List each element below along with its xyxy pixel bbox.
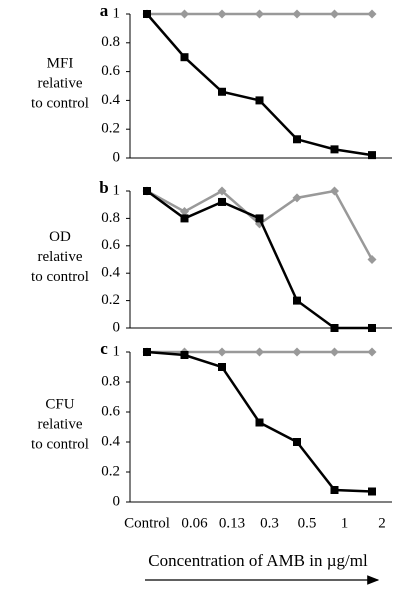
y-tick-label: 0 xyxy=(113,319,121,335)
point xyxy=(368,324,376,332)
point xyxy=(293,438,301,446)
point xyxy=(143,348,151,356)
x-tick-label: 0.5 xyxy=(298,515,317,531)
point xyxy=(180,207,189,217)
x-tick-label: 0.06 xyxy=(181,515,208,531)
point xyxy=(217,186,227,196)
x-tick-label: 0.3 xyxy=(260,515,279,531)
y-tick-label: 1 xyxy=(113,182,121,198)
point xyxy=(330,9,339,19)
panel-label: b xyxy=(99,178,108,197)
point xyxy=(255,347,264,357)
point xyxy=(143,10,151,18)
panel-label: a xyxy=(100,1,109,20)
point xyxy=(180,53,189,62)
y-axis-label: to control xyxy=(31,269,89,285)
y-tick-label: 0.8 xyxy=(101,34,120,50)
y-tick-label: 0.8 xyxy=(101,210,120,226)
y-axis-label: to control xyxy=(31,95,89,111)
y-tick-label: 0.8 xyxy=(101,373,120,389)
point xyxy=(368,151,376,160)
y-axis-label: relative xyxy=(38,249,83,265)
y-axis-label: CFU xyxy=(45,396,74,412)
point xyxy=(292,347,302,357)
series-line xyxy=(146,13,373,157)
point xyxy=(255,9,264,19)
y-tick-label: 1 xyxy=(113,5,121,21)
x-tick-label: 0.13 xyxy=(219,515,245,531)
point xyxy=(255,96,264,105)
y-tick-label: 0 xyxy=(113,493,121,509)
y-tick-label: 0.2 xyxy=(101,463,120,479)
point xyxy=(218,363,226,371)
point xyxy=(293,135,301,144)
point xyxy=(367,347,377,357)
point xyxy=(180,351,189,359)
point xyxy=(255,418,264,427)
panel-label: c xyxy=(100,339,108,358)
point xyxy=(180,9,189,19)
point xyxy=(367,9,377,19)
point xyxy=(330,186,339,196)
point xyxy=(368,487,376,496)
point xyxy=(293,296,301,305)
x-tick-label: 2 xyxy=(378,515,386,531)
y-tick-label: 0.2 xyxy=(101,121,120,137)
y-tick-label: 1 xyxy=(113,343,121,359)
point xyxy=(218,197,226,206)
y-tick-label: 0.2 xyxy=(101,292,120,308)
y-axis-label: OD xyxy=(49,229,71,245)
y-tick-label: 0.4 xyxy=(101,92,120,108)
point xyxy=(330,347,339,357)
point xyxy=(143,187,151,195)
point xyxy=(330,324,339,332)
x-tick-label: Control xyxy=(124,515,170,531)
point xyxy=(217,347,227,357)
point xyxy=(367,255,377,264)
y-tick-label: 0.4 xyxy=(101,265,120,281)
y-axis-label: relative xyxy=(38,75,83,91)
point xyxy=(180,214,189,223)
x-tick-label: 1 xyxy=(341,515,349,531)
point xyxy=(217,9,227,19)
point xyxy=(255,214,264,223)
y-tick-label: 0.6 xyxy=(101,63,120,79)
y-tick-label: 0.6 xyxy=(101,403,120,419)
y-axis-label: MFI xyxy=(47,55,74,71)
point xyxy=(330,145,339,154)
point xyxy=(330,486,339,494)
point xyxy=(292,193,302,203)
y-tick-label: 0.4 xyxy=(101,433,120,449)
point xyxy=(292,9,302,19)
y-axis-label: relative xyxy=(38,416,83,432)
point xyxy=(218,87,226,96)
x-axis-label: Concentration of AMB in µg/ml xyxy=(148,551,368,570)
y-axis-label: to control xyxy=(31,436,89,452)
y-tick-label: 0.6 xyxy=(101,237,120,253)
y-tick-label: 0 xyxy=(113,149,121,165)
